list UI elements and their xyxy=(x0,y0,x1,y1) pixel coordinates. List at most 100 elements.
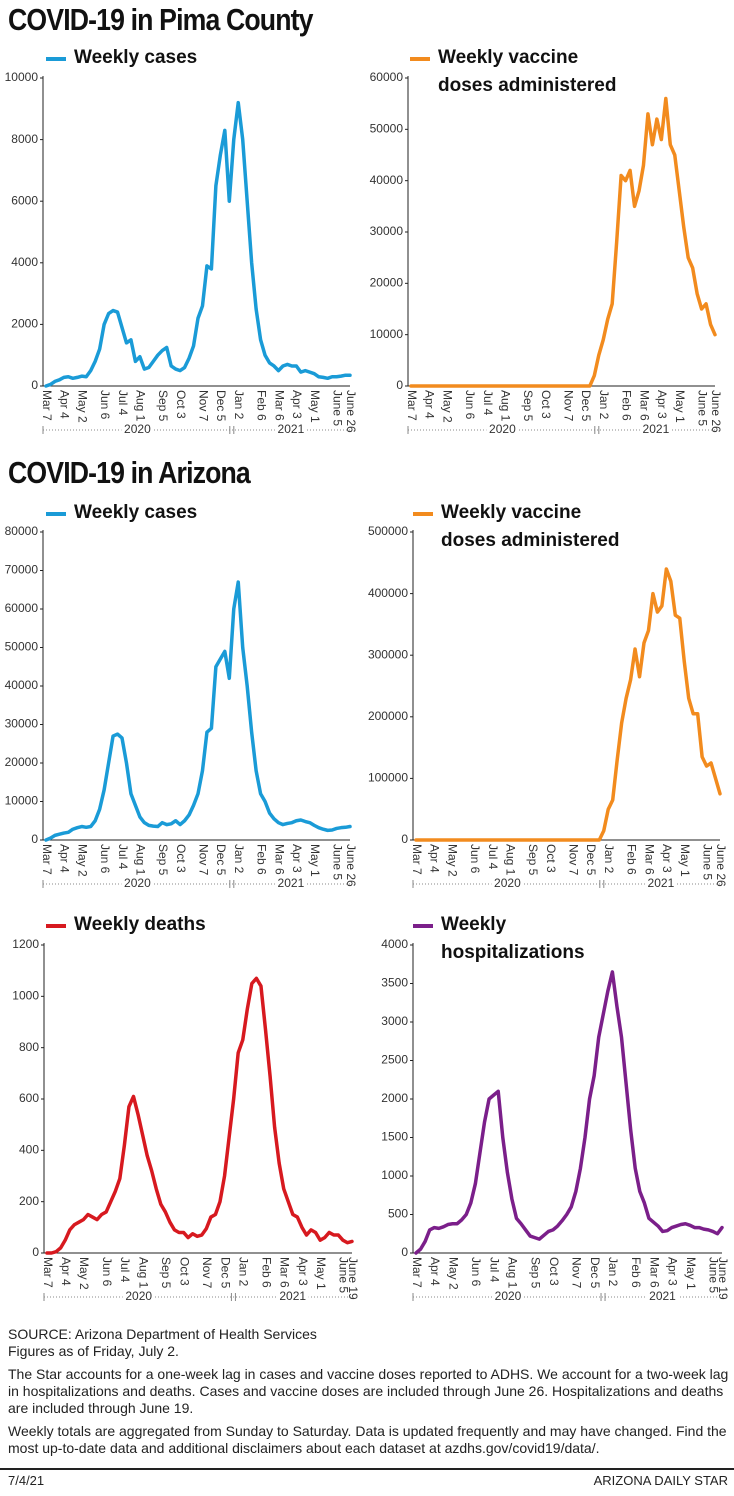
year-label: 2021 xyxy=(278,422,305,436)
year-label-bg xyxy=(121,423,154,437)
x-tick-label: Jul 4 xyxy=(486,844,500,870)
x-tick-label: June 5 xyxy=(707,1257,721,1293)
y-tick-label: 0 xyxy=(401,832,408,846)
legend-swatch xyxy=(413,924,433,928)
y-tick-label: 2000 xyxy=(381,1091,408,1105)
x-tick-label: Nov 7 xyxy=(196,844,210,876)
x-tick-label: Jun 6 xyxy=(468,844,482,874)
x-tick-label: June 5 xyxy=(337,1257,351,1293)
data-line xyxy=(44,100,352,388)
y-tick-label: 8000 xyxy=(11,132,38,146)
x-tick-label: Mar 7 xyxy=(40,390,54,421)
x-tick-label: Feb 6 xyxy=(629,1257,643,1288)
x-tick-label: Jul 4 xyxy=(481,390,495,416)
legend: Weekly cases xyxy=(46,499,264,527)
year-label-bg xyxy=(639,423,672,437)
y-tick-label: 500000 xyxy=(368,524,408,538)
x-tick-label: June 26 xyxy=(344,844,358,887)
year-label-bg xyxy=(644,877,677,891)
x-tick-label: Jun 6 xyxy=(463,390,477,420)
x-tick-label: Mar 7 xyxy=(41,1257,55,1288)
x-tick-label: May 1 xyxy=(308,390,322,423)
legend-label: Weekly cases xyxy=(74,47,198,68)
x-tick-label: Jun 6 xyxy=(98,390,112,420)
x-tick-label: Mar 7 xyxy=(410,844,424,875)
x-tick-label: Nov 7 xyxy=(561,390,575,422)
notes: SOURCE: Arizona Department of Health Ser… xyxy=(8,1326,730,1457)
y-tick-label: 300000 xyxy=(368,647,408,661)
x-tick-label: Nov 7 xyxy=(196,390,210,422)
year-label: 2020 xyxy=(489,422,516,436)
y-tick-label: 4000 xyxy=(11,255,38,269)
x-tick-label: May 1 xyxy=(308,844,322,877)
y-tick-label: 50000 xyxy=(5,640,39,654)
x-tick-label: June 5 xyxy=(695,390,709,426)
x-tick-label: Aug 1 xyxy=(499,390,513,422)
x-tick-label: June 5 xyxy=(330,390,344,426)
x-tick-label: Feb 6 xyxy=(259,1257,273,1288)
x-tick-label: June 19 xyxy=(716,1257,730,1300)
y-tick-label: 1500 xyxy=(381,1130,408,1144)
year-label: 2021 xyxy=(648,876,675,890)
legend-label: Weekly vaccine doses administered xyxy=(438,47,617,96)
x-tick-label: Dec 5 xyxy=(584,844,598,876)
x-tick-label: Jan 2 xyxy=(232,844,246,874)
y-tick-label: 1000 xyxy=(381,1168,408,1182)
y-tick-label: 1200 xyxy=(12,937,39,951)
footer-date: 7/4/21 xyxy=(8,1473,45,1488)
x-tick-label: Apr 4 xyxy=(58,844,72,873)
x-tick-label: Mar 6 xyxy=(642,844,656,875)
x-tick-label: June 26 xyxy=(714,844,728,887)
x-tick-label: June 19 xyxy=(346,1257,360,1300)
x-tick-label: Jul 4 xyxy=(487,1257,501,1283)
x-tick-label: Oct 3 xyxy=(174,390,188,419)
legend: Weekly hospitalizations xyxy=(413,911,631,967)
y-tick-label: 0 xyxy=(31,378,38,392)
x-tick-label: Apr 3 xyxy=(660,844,674,873)
legend-swatch xyxy=(413,512,433,516)
x-tick-label: Feb 6 xyxy=(619,390,633,421)
y-tick-label: 70000 xyxy=(5,563,39,577)
footer-rule xyxy=(0,1468,734,1470)
x-tick-label: May 1 xyxy=(678,844,692,877)
y-tick-label: 400000 xyxy=(368,586,408,600)
legend-label: Weekly cases xyxy=(74,502,198,523)
note: Figures as of Friday, July 2. xyxy=(8,1343,179,1359)
x-tick-label: Aug 1 xyxy=(134,844,148,876)
year-label-bg xyxy=(274,423,307,437)
year-label: 2021 xyxy=(278,876,305,890)
y-tick-label: 200 xyxy=(19,1194,39,1208)
x-tick-label: Mar 6 xyxy=(272,844,286,875)
year-label-bg xyxy=(492,1290,525,1304)
y-tick-label: 50000 xyxy=(370,122,404,136)
x-tick-label: Aug 1 xyxy=(504,844,518,876)
x-tick-label: Oct 3 xyxy=(174,844,188,873)
y-tick-label: 0 xyxy=(401,1245,408,1259)
y-tick-label: 10000 xyxy=(5,794,39,808)
x-tick-label: Jan 2 xyxy=(606,1257,620,1287)
section-title: COVID-19 in Pima County xyxy=(8,2,314,37)
legend-label: Weekly hospitalizations xyxy=(441,914,585,963)
y-tick-label: 200000 xyxy=(368,709,408,723)
y-tick-label: 100000 xyxy=(368,771,408,785)
x-tick-label: Apr 4 xyxy=(59,1257,73,1286)
x-tick-label: May 1 xyxy=(673,390,687,423)
x-tick-label: Sep 5 xyxy=(159,1257,173,1289)
year-label-bg xyxy=(491,877,524,891)
y-tick-label: 10000 xyxy=(5,70,39,84)
y-tick-label: 40000 xyxy=(370,173,404,187)
y-tick-label: 30000 xyxy=(370,224,404,238)
y-tick-label: 2000 xyxy=(11,317,38,331)
x-tick-label: Oct 3 xyxy=(544,844,558,873)
note: The Star accounts for a one-week lag in … xyxy=(8,1366,729,1416)
year-label: 2020 xyxy=(124,422,151,436)
y-tick-label: 20000 xyxy=(5,755,39,769)
y-tick-label: 3000 xyxy=(381,1014,408,1028)
y-tick-label: 400 xyxy=(19,1143,39,1157)
year-label: 2020 xyxy=(125,1289,152,1303)
x-tick-label: Apr 3 xyxy=(666,1257,680,1286)
legend-swatch xyxy=(46,924,66,928)
year-label-bg xyxy=(276,1290,309,1304)
year-label: 2020 xyxy=(124,876,151,890)
